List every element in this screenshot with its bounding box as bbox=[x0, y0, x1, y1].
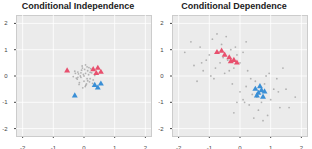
svg-text:0: 0 bbox=[160, 73, 164, 79]
svg-text:-2: -2 bbox=[176, 145, 182, 149]
svg-text:1: 1 bbox=[4, 47, 8, 53]
svg-text:-2: -2 bbox=[158, 126, 164, 132]
svg-text:1: 1 bbox=[113, 145, 117, 149]
svg-text:-2: -2 bbox=[20, 145, 26, 149]
html-text:Conditional Dependence: Conditional Dependence bbox=[181, 1, 287, 11]
svg-text:0: 0 bbox=[4, 73, 8, 79]
svg-text:2: 2 bbox=[160, 20, 164, 26]
svg-text:2: 2 bbox=[144, 145, 148, 149]
svg-text:-1: -1 bbox=[51, 145, 57, 149]
svg-text:0: 0 bbox=[238, 145, 242, 149]
svg-text:2: 2 bbox=[4, 20, 8, 26]
svg-text:-1: -1 bbox=[2, 99, 8, 105]
svg-text:1: 1 bbox=[269, 145, 273, 149]
html-text:Conditional Independence: Conditional Independence bbox=[21, 1, 135, 11]
svg-text:2: 2 bbox=[300, 145, 304, 149]
svg-text:-2: -2 bbox=[2, 126, 8, 132]
svg-text:1: 1 bbox=[160, 47, 164, 53]
svg-text:-1: -1 bbox=[207, 145, 213, 149]
svg-text:0: 0 bbox=[82, 145, 86, 149]
svg-text:-1: -1 bbox=[158, 99, 164, 105]
